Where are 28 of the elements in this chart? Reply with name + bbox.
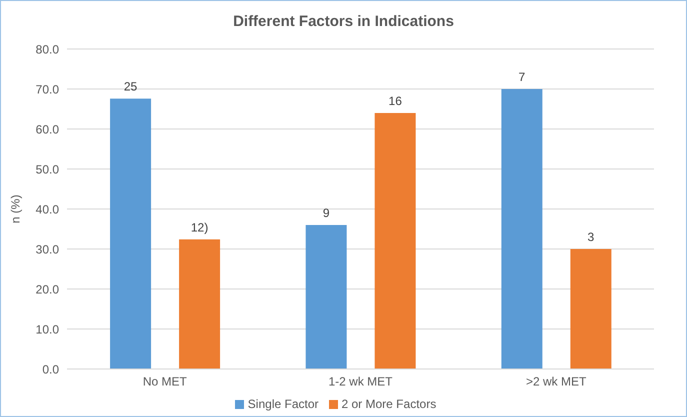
y-tick-label: 40.0 (36, 202, 60, 216)
y-tick-label: 70.0 (36, 82, 60, 96)
annotation: 7 (518, 70, 526, 84)
legend-label: Single Factor (248, 397, 318, 411)
y-tick-label: 20.0 (36, 282, 60, 296)
y-tick-label: 80.0 (36, 42, 60, 56)
bar (306, 225, 347, 369)
x-tick-label: 1-2 wk MET (328, 374, 394, 389)
bar (501, 89, 542, 369)
bar (374, 113, 416, 369)
x-tick-label: No MET (142, 374, 188, 389)
y-tick-label: 10.0 (36, 322, 60, 336)
bar (570, 249, 612, 369)
bar (179, 239, 220, 369)
chart-title: Different Factors in Indications (232, 13, 455, 30)
annotation: 16 (388, 94, 402, 108)
annotation: 9 (322, 206, 330, 220)
y-tick-label: 30.0 (36, 242, 60, 256)
y-axis-title: n (%) (8, 194, 22, 224)
annotation: 12) (190, 220, 208, 234)
bar (110, 98, 152, 369)
legend-label: 2 or More Factors (342, 397, 436, 411)
annotation: 25 (124, 80, 138, 94)
x-tick-label: >2 wk MET (526, 374, 588, 389)
annotation: 3 (588, 230, 595, 244)
y-tick-label: 0.0 (42, 362, 60, 376)
y-tick-label: 50.0 (36, 162, 60, 176)
y-tick-label: 60.0 (36, 122, 60, 136)
